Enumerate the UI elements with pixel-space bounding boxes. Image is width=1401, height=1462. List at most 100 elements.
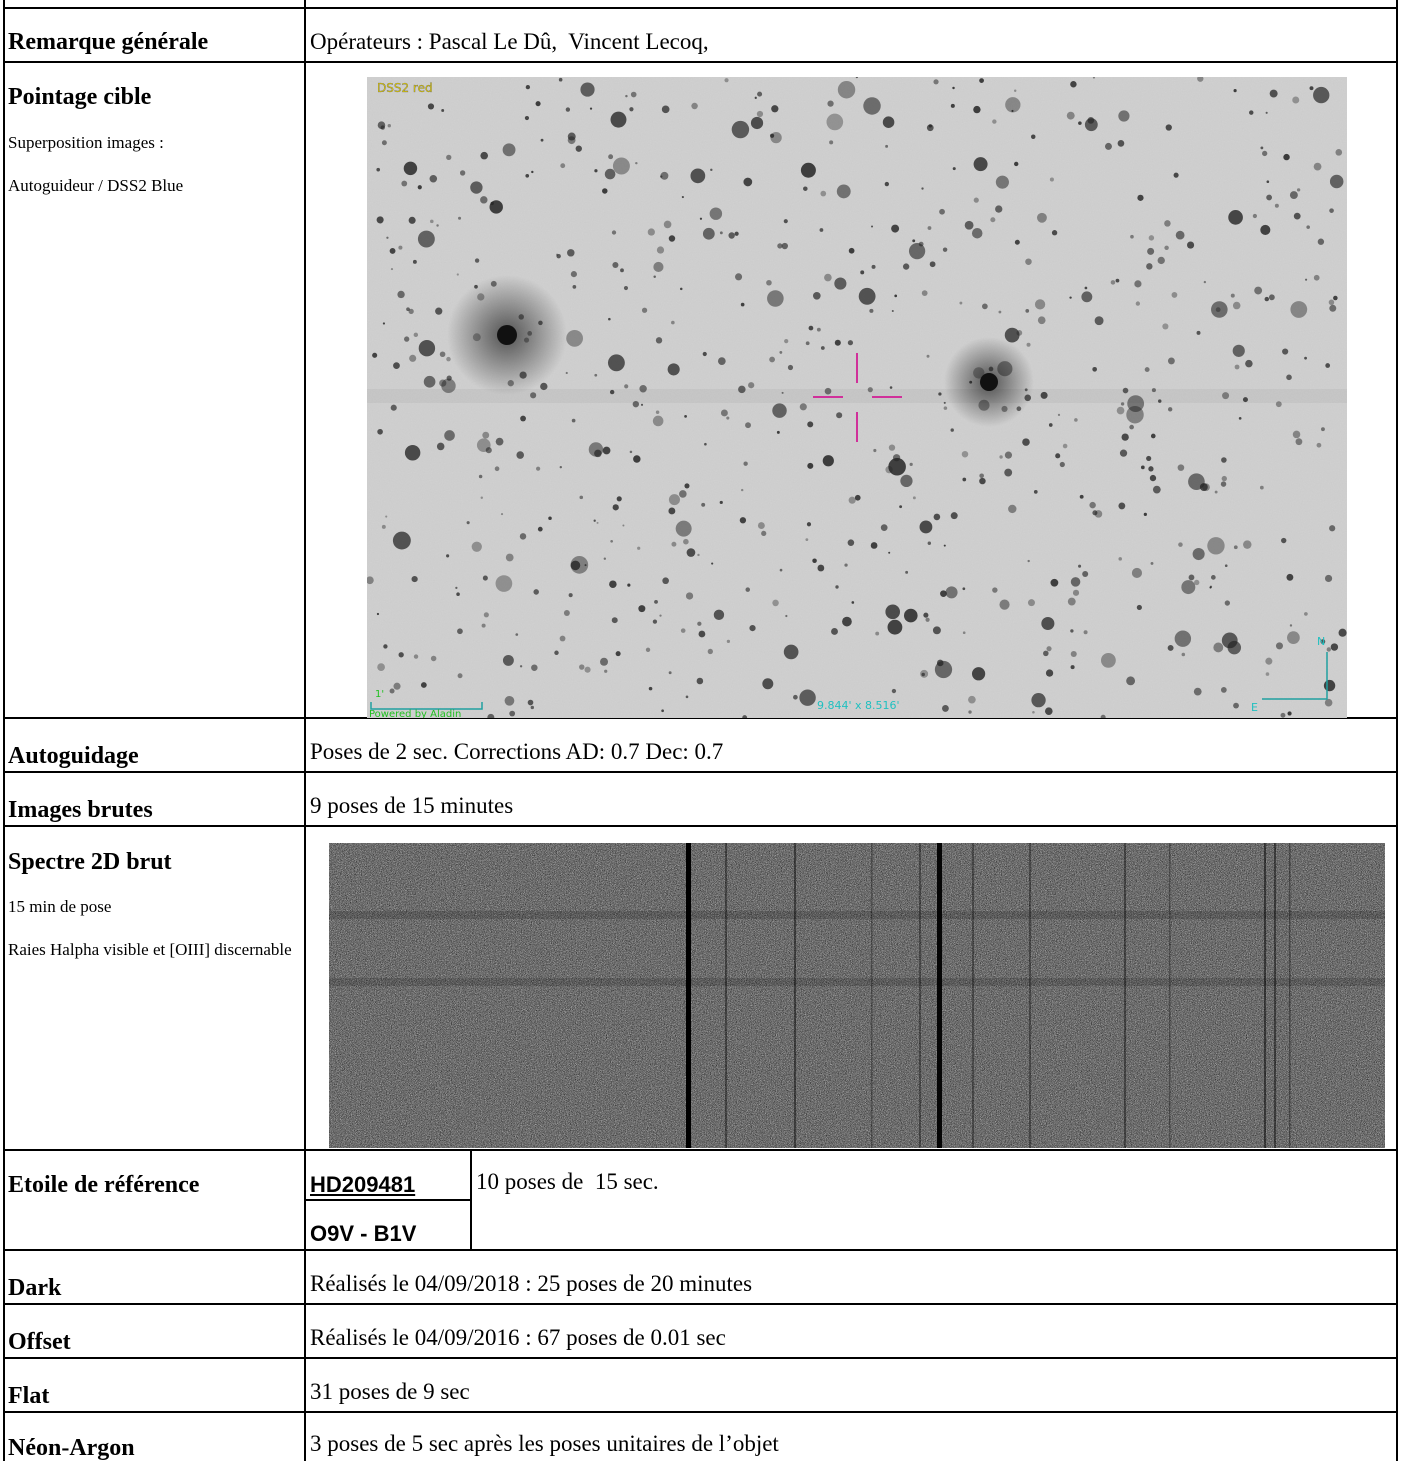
star [909,243,925,259]
star [1025,388,1028,391]
spectral-line [871,843,873,1148]
star [690,168,705,183]
star [1111,280,1116,285]
row-value: 31 poses de 9 sec [310,1378,470,1406]
star [913,496,916,499]
star [617,496,622,501]
star [536,101,541,106]
star [934,514,941,521]
star [1286,375,1292,381]
star [885,605,900,620]
star-field-image: DSS2 red 9.844' x 8.516' 1' Powered by A… [367,77,1347,718]
star [571,271,577,277]
row-note: Superposition images : [8,133,164,153]
star [1046,669,1053,676]
star [951,104,955,108]
star [788,365,793,370]
star [1101,653,1116,668]
star [825,388,832,395]
star [635,162,637,164]
star [538,527,543,532]
star [446,357,450,361]
star [548,517,552,521]
star [585,564,587,566]
star [1222,476,1227,481]
star [630,451,633,454]
star [1283,154,1289,160]
star [821,346,825,350]
star [844,564,847,567]
star [418,231,435,248]
star [1213,643,1223,653]
star [974,198,979,203]
star [780,569,783,572]
star [848,539,855,546]
star [1188,473,1205,490]
star [388,124,391,127]
star [922,290,928,296]
star [505,696,515,706]
star [1297,188,1300,191]
star [710,169,712,171]
star [676,521,692,537]
star [933,79,938,84]
star [1234,545,1238,549]
star [611,112,627,128]
star [413,260,417,264]
star [1207,537,1224,554]
star [1136,301,1140,305]
star [1038,316,1046,324]
star [848,340,853,345]
star [520,665,522,667]
rule [305,1199,471,1201]
star [735,273,742,280]
star [409,355,416,362]
star [829,140,833,144]
star [495,466,500,471]
rule [1396,0,1398,1461]
star [604,670,607,673]
star [892,310,894,312]
star [527,331,532,336]
spectral-line [937,843,942,1148]
star [1164,220,1171,227]
star [968,710,971,713]
star [1014,162,1018,166]
star [444,430,455,441]
star [390,689,395,694]
star [893,454,900,461]
star [1314,163,1322,171]
star [710,207,722,219]
star [589,442,603,456]
rule [3,771,1398,773]
star [777,243,782,248]
row-label: Néon-Argon [8,1434,135,1462]
star [1325,699,1333,707]
star [668,363,680,375]
star [1031,135,1035,139]
star [637,547,640,550]
star [751,117,763,129]
star [888,620,903,635]
star [835,340,841,346]
star [1071,651,1077,657]
row-value: 10 poses de 15 sec. [476,1168,659,1196]
star [784,645,799,660]
star [962,478,966,482]
rule [3,1357,1398,1359]
star [624,384,628,388]
star [419,340,435,356]
image-label: Powered by Aladin [369,709,461,718]
star [560,636,566,642]
star [436,224,438,226]
star [979,478,985,484]
star [1310,86,1314,90]
star [669,235,675,241]
star [824,274,832,282]
row-label: Autoguidage [8,742,139,770]
star [890,386,893,389]
star [1234,89,1237,92]
star [1327,647,1331,651]
star [1118,140,1125,147]
star [1321,427,1325,431]
